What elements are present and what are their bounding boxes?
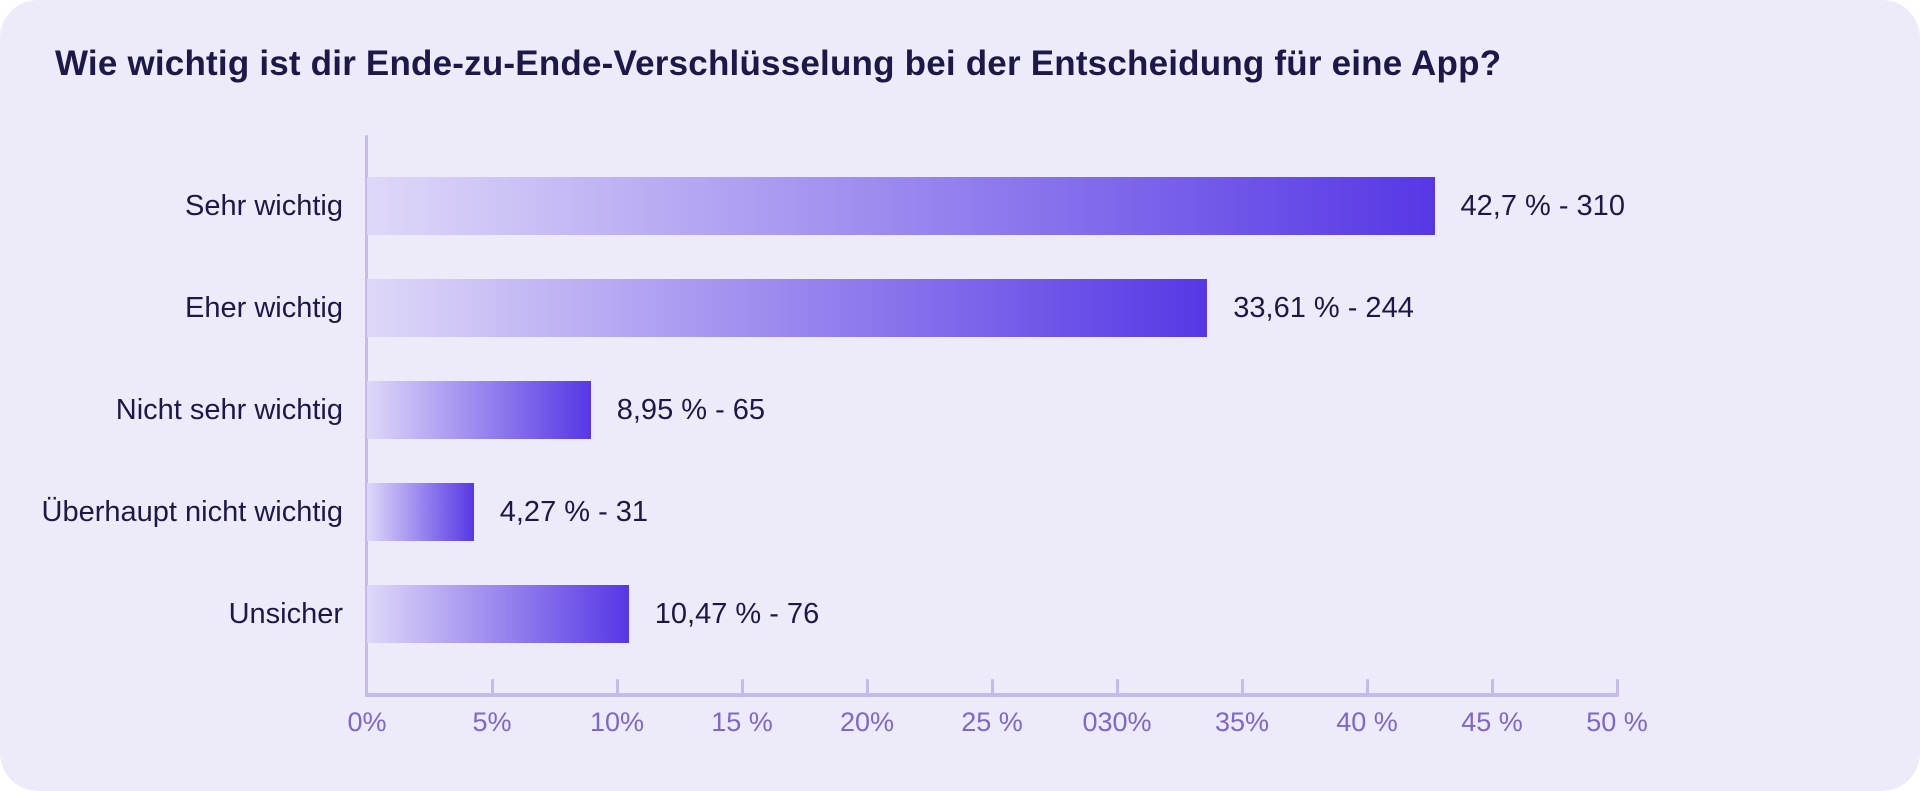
bar xyxy=(367,585,629,643)
value-label: 8,95 % - 65 xyxy=(616,393,766,426)
x-tick-mark xyxy=(1616,679,1619,694)
bar xyxy=(367,177,1435,235)
x-tick-mark xyxy=(741,679,744,694)
x-tick-mark xyxy=(1241,679,1244,694)
bar xyxy=(367,279,1208,337)
y-axis-line xyxy=(365,135,368,697)
x-axis-line xyxy=(365,693,1619,697)
bar-row: Eher wichtig 33,61 % - 244 xyxy=(0,279,1920,337)
x-tick-mark xyxy=(866,679,869,694)
category-label: Sehr wichtig xyxy=(185,189,343,222)
x-tick-mark xyxy=(616,679,619,694)
x-tick-mark xyxy=(1116,679,1119,694)
category-label: Unsicher xyxy=(228,597,343,630)
x-tick-label: 45 % xyxy=(1461,707,1523,737)
category-label: Überhaupt nicht wichtig xyxy=(41,495,343,528)
bar-row: Unsicher 10,47 % - 76 xyxy=(0,585,1920,643)
x-tick-mark xyxy=(1491,679,1494,694)
x-tick-label: 25 % xyxy=(961,707,1023,737)
chart-title: Wie wichtig ist dir Ende-zu-Ende-Verschl… xyxy=(55,44,1502,83)
bar xyxy=(367,381,591,439)
x-tick-label: 20% xyxy=(839,707,895,737)
x-tick-label: 35% xyxy=(1214,707,1270,737)
value-label: 4,27 % - 31 xyxy=(499,495,649,528)
x-tick-mark xyxy=(1366,679,1369,694)
category-label: Eher wichtig xyxy=(185,291,343,324)
x-tick-mark xyxy=(491,679,494,694)
x-tick-label: 40 % xyxy=(1336,707,1398,737)
category-label: Nicht sehr wichtig xyxy=(115,393,343,426)
x-tick-label: 0% xyxy=(347,707,387,737)
value-label: 10,47 % - 76 xyxy=(654,597,820,630)
bar-row: Nicht sehr wichtig 8,95 % - 65 xyxy=(0,381,1920,439)
bar xyxy=(367,483,474,541)
x-tick-mark xyxy=(991,679,994,694)
x-tick-label: 030% xyxy=(1082,707,1152,737)
x-tick-label: 50 % xyxy=(1586,707,1648,737)
value-label: 33,61 % - 244 xyxy=(1233,291,1414,324)
bar-row: Überhaupt nicht wichtig 4,27 % - 31 xyxy=(0,483,1920,541)
bar-rows: Sehr wichtig 42,7 % - 310 Eher wichtig 33,6… xyxy=(0,177,1920,687)
value-label: 42,7 % - 310 xyxy=(1460,189,1625,222)
x-tick-label: 5% xyxy=(472,707,512,737)
x-tick-label: 15 % xyxy=(711,707,773,737)
bar-row: Sehr wichtig 42,7 % - 310 xyxy=(0,177,1920,235)
x-tick-label: 10% xyxy=(589,707,645,737)
